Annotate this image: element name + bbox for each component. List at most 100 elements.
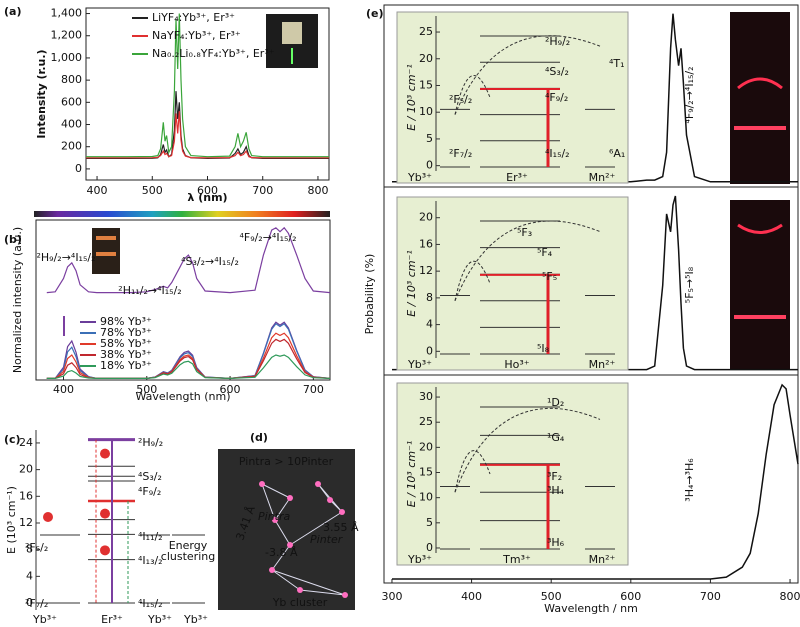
ion-label: Yb³⁺ xyxy=(32,613,57,626)
annotation: ⁴F₉/₂→⁴I₁₅/₂ xyxy=(683,66,696,123)
y-tick-label: 1,200 xyxy=(51,29,83,42)
inset-tick-label: 5 xyxy=(426,516,433,529)
inset-tick-label: 0 xyxy=(426,344,433,357)
ion-label: Yb³⁺ xyxy=(407,358,432,371)
legend-label: 38% Yb³⁺ xyxy=(100,348,152,361)
y-tick-label: 20 xyxy=(19,463,33,476)
ion-label: Ho³⁺ xyxy=(504,358,529,371)
inset-tick-label: 20 xyxy=(419,211,433,224)
y-tick-label: 1,000 xyxy=(51,51,83,64)
caption: Yb cluster xyxy=(272,596,328,609)
level-label: ²F₇/₂ xyxy=(25,597,48,610)
yb-atom xyxy=(287,495,293,501)
series-line xyxy=(86,13,329,158)
x-tick-label: 800 xyxy=(780,590,800,603)
cluster-bond xyxy=(274,519,291,546)
y-tick-label: 8 xyxy=(26,543,33,556)
level-label: ²F₅/₂ xyxy=(449,93,472,106)
y-tick-label: 12 xyxy=(19,516,33,529)
inset-y-title: E / 10³ cm⁻¹ xyxy=(405,250,418,317)
y-axis-title: Probability (%) xyxy=(363,254,376,335)
panel-title: Pintra > 10Pinter xyxy=(239,455,334,468)
legend-label: 18% Yb³⁺ xyxy=(100,359,152,372)
cluster-bond xyxy=(271,544,291,571)
excitation-dot xyxy=(100,545,110,556)
x-tick-label: 400 xyxy=(461,590,482,603)
x-tick-label: 500 xyxy=(541,590,562,603)
y-tick-label: 1,400 xyxy=(51,7,83,20)
x-tick-label: 500 xyxy=(142,184,163,197)
ion-label: Mn²⁺ xyxy=(589,358,616,371)
ion-label: Yb³⁺ xyxy=(407,171,432,184)
x-tick-label: 700 xyxy=(303,383,324,396)
annotation: ²H₁₁/₂→⁴I₁₅/₂ xyxy=(118,284,181,297)
ion-label: Er³⁺ xyxy=(506,171,528,184)
annotation: ⁴F₉/₂→⁴I₁₅/₂ xyxy=(239,231,296,244)
inset-tick-label: 5 xyxy=(426,132,433,145)
level-label: ³F₂ xyxy=(547,470,562,483)
level-label: ³H₆ xyxy=(547,536,565,549)
note: Energy xyxy=(169,539,208,552)
legend-label: LiYF₄:Yb³⁺, Er³⁺ xyxy=(152,11,235,24)
yb-atom xyxy=(327,497,333,503)
y-tick-label: 400 xyxy=(61,118,82,131)
level-label: ⁵F₃ xyxy=(517,226,532,239)
inset-tick-label: 0 xyxy=(426,159,433,172)
y-tick-label: 0 xyxy=(75,162,82,175)
inset-tick-label: 4 xyxy=(426,318,433,331)
yb-atom xyxy=(342,592,348,598)
level-label: ²H₉/₂ xyxy=(545,35,570,48)
x-tick-label: 300 xyxy=(381,590,402,603)
annotation: ⁵F₅→⁵I₈ xyxy=(683,266,696,303)
inset-tick-label: 15 xyxy=(419,466,433,479)
transfer-arc xyxy=(454,260,491,301)
level-label: ⁴I₁₁/₂ xyxy=(138,530,163,543)
panel-label: (d) xyxy=(250,431,268,444)
distance-label: -3.8 Å xyxy=(265,546,298,559)
y-tick-label: 600 xyxy=(61,95,82,108)
x-axis-title: Wavelength / nm xyxy=(544,602,638,615)
spectrum-bar xyxy=(34,211,330,217)
probability-label: Pinter xyxy=(310,533,344,546)
inset-y-title: E / 10³ cm⁻¹ xyxy=(405,64,418,131)
photo-glow xyxy=(734,315,786,319)
panel-label: (b) xyxy=(4,233,22,246)
distance-label: 3.55 Å xyxy=(323,521,359,534)
transfer-arc xyxy=(454,450,491,493)
level-label: ⁴I₁₃/₂ xyxy=(138,554,163,567)
note: clustering xyxy=(161,550,215,563)
cluster-bond xyxy=(261,483,276,521)
photo-detail xyxy=(96,252,116,256)
photo-inset xyxy=(92,228,120,274)
inset-tick-label: 30 xyxy=(419,390,433,403)
x-tick-label: 800 xyxy=(307,184,328,197)
series-line xyxy=(86,91,329,160)
level-label: ⁵F₅ xyxy=(542,270,557,283)
series-line xyxy=(46,322,331,380)
excitation-dot xyxy=(43,511,53,522)
level-label: ⁴F₉/₂ xyxy=(138,485,161,498)
yb-atom xyxy=(269,567,275,573)
plot-frame xyxy=(383,4,799,584)
photo-detail xyxy=(282,22,302,44)
yb-atom xyxy=(315,481,321,487)
plot-frame xyxy=(35,219,331,381)
y-tick-label: 24 xyxy=(19,436,33,449)
y-tick-label: 200 xyxy=(61,140,82,153)
series-line xyxy=(46,332,331,380)
legend-label: Na₀.₂Li₀.₈YF₄:Yb³⁺, Er³⁺ xyxy=(152,47,275,60)
y-tick-label: 0 xyxy=(26,596,33,609)
transfer-arc xyxy=(454,407,601,493)
inset-tick-label: 20 xyxy=(419,52,433,65)
series-line xyxy=(86,111,329,159)
ion-label: Yb³⁺ xyxy=(147,613,172,626)
excitation-dot xyxy=(100,508,110,519)
ion-label: Yb³⁺ xyxy=(407,553,432,566)
yb-atom xyxy=(287,542,293,548)
ion-label: Mn²⁺ xyxy=(589,553,616,566)
panel-label: (a) xyxy=(4,5,21,18)
level-label: ⁵I₈ xyxy=(537,342,550,355)
level-label: ⁶A₁ xyxy=(609,147,625,160)
legend-label: 98% Yb³⁺ xyxy=(100,315,152,328)
ion-label: Er³⁺ xyxy=(101,613,123,626)
